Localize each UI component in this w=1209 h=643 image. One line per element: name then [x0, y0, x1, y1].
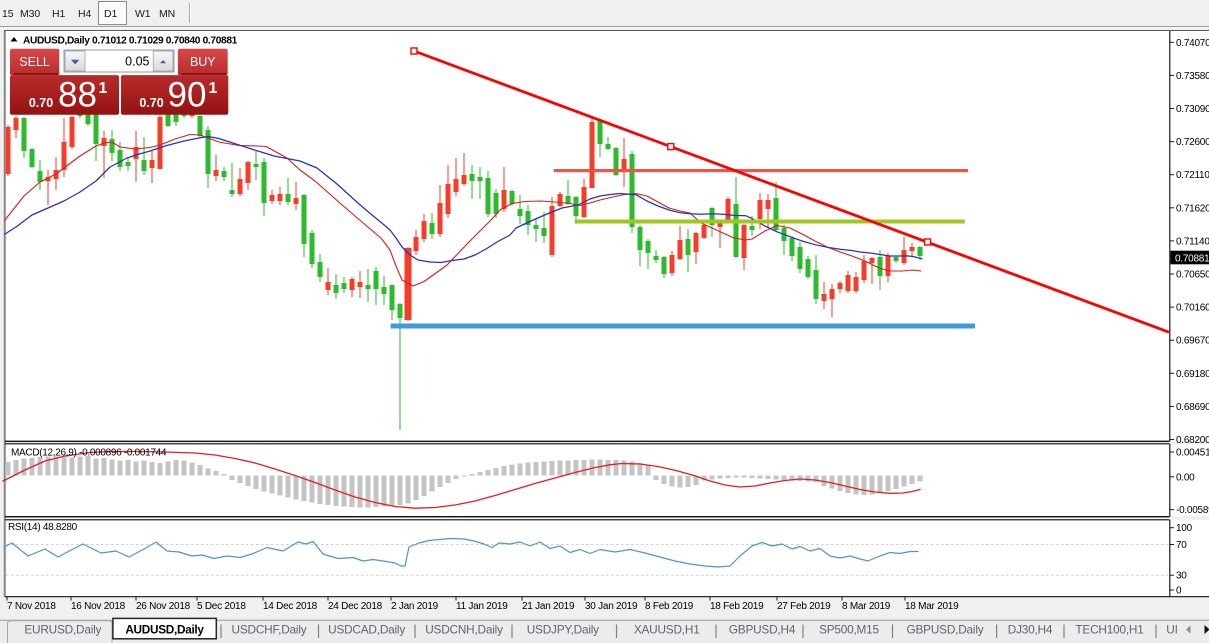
svg-text:0.74070: 0.74070 — [1176, 38, 1209, 49]
svg-text:24 Dec 2018: 24 Dec 2018 — [328, 601, 383, 612]
svg-text:GBPUSD,Daily: GBPUSD,Daily — [907, 622, 984, 636]
svg-text:0.70160: 0.70160 — [1176, 303, 1209, 314]
svg-text:AUDUSD,Daily: AUDUSD,Daily — [125, 622, 204, 636]
svg-text:UI: UI — [1166, 622, 1177, 636]
svg-text:MACD(12,26,9) -0.000896 -0.001: MACD(12,26,9) -0.000896 -0.001744 — [11, 448, 167, 459]
svg-text:0.72110: 0.72110 — [1176, 170, 1209, 181]
svg-text:8 Mar 2019: 8 Mar 2019 — [842, 601, 891, 612]
svg-text:H4: H4 — [78, 8, 91, 20]
svg-text:EURUSD,Daily: EURUSD,Daily — [24, 622, 101, 636]
svg-text:MN: MN — [159, 8, 175, 20]
svg-text:8 Feb 2019: 8 Feb 2019 — [645, 601, 694, 612]
svg-text:USDCHF,Daily: USDCHF,Daily — [232, 622, 307, 636]
svg-text:7 Nov 2018: 7 Nov 2018 — [7, 601, 56, 612]
svg-text:SELL: SELL — [19, 55, 50, 69]
svg-text:100: 100 — [1176, 523, 1193, 534]
svg-text:USDCNH,Daily: USDCNH,Daily — [425, 622, 503, 636]
svg-text:1: 1 — [99, 80, 108, 97]
svg-text:0.72600: 0.72600 — [1176, 137, 1209, 148]
svg-text:RSI(14) 48.8280: RSI(14) 48.8280 — [8, 522, 78, 533]
svg-text:15: 15 — [2, 8, 14, 20]
svg-text:11 Jan 2019: 11 Jan 2019 — [456, 601, 508, 612]
svg-text:16 Nov 2018: 16 Nov 2018 — [71, 601, 126, 612]
svg-text:14 Dec 2018: 14 Dec 2018 — [263, 601, 318, 612]
svg-text:18 Feb 2019: 18 Feb 2019 — [710, 601, 764, 612]
svg-text:AUDUSD,Daily 0.71012 0.71029: AUDUSD,Daily 0.71012 0.71029 0.70840 0.7… — [23, 36, 238, 47]
svg-text:18 Mar 2019: 18 Mar 2019 — [905, 601, 959, 612]
svg-text:1: 1 — [209, 80, 218, 97]
svg-text:0: 0 — [1176, 586, 1182, 597]
svg-text:0.70650: 0.70650 — [1176, 270, 1209, 281]
svg-text:M30: M30 — [20, 8, 40, 20]
svg-text:H1: H1 — [52, 8, 65, 20]
svg-text:W1: W1 — [135, 8, 151, 20]
svg-text:90: 90 — [168, 76, 207, 115]
svg-text:0.00: 0.00 — [1176, 472, 1195, 483]
svg-text:0.69180: 0.69180 — [1176, 369, 1209, 380]
svg-text:30: 30 — [1176, 571, 1187, 582]
svg-text:2 Jan 2019: 2 Jan 2019 — [391, 601, 439, 612]
svg-text:GBPUSD,H4: GBPUSD,H4 — [729, 622, 796, 636]
svg-text:SP500,M15: SP500,M15 — [819, 622, 879, 636]
svg-text:0.73090: 0.73090 — [1176, 104, 1209, 115]
svg-text:0.71620: 0.71620 — [1176, 203, 1209, 214]
svg-text:USDJPY,Daily: USDJPY,Daily — [527, 622, 599, 636]
svg-text:21 Jan 2019: 21 Jan 2019 — [522, 601, 575, 612]
svg-text:0.70: 0.70 — [139, 96, 163, 110]
svg-text:0.68200: 0.68200 — [1176, 435, 1209, 446]
svg-text:0.71140: 0.71140 — [1176, 236, 1209, 247]
svg-text:D1: D1 — [104, 8, 117, 20]
svg-text:BUY: BUY — [190, 55, 216, 69]
svg-text:26 Nov 2018: 26 Nov 2018 — [136, 601, 191, 612]
svg-text:0.004517: 0.004517 — [1176, 448, 1209, 459]
svg-text:TECH100,H1: TECH100,H1 — [1075, 622, 1143, 636]
svg-text:30 Jan 2019: 30 Jan 2019 — [585, 601, 638, 612]
svg-text:0.73580: 0.73580 — [1176, 71, 1209, 82]
svg-text:0.68690: 0.68690 — [1176, 402, 1209, 413]
svg-text:5 Dec 2018: 5 Dec 2018 — [197, 601, 246, 612]
svg-text:0.70881: 0.70881 — [1175, 253, 1209, 264]
svg-text:-0.00589: -0.00589 — [1176, 505, 1209, 516]
svg-text:88: 88 — [58, 76, 97, 115]
svg-text:USDCAD,Daily: USDCAD,Daily — [328, 622, 405, 636]
svg-text:0.70: 0.70 — [29, 96, 53, 110]
svg-text:XAUUSD,H1: XAUUSD,H1 — [634, 622, 700, 636]
svg-text:27 Feb 2019: 27 Feb 2019 — [777, 601, 831, 612]
svg-text:70: 70 — [1176, 540, 1187, 551]
svg-text:0.69670: 0.69670 — [1176, 336, 1209, 347]
svg-text:DJ30,H4: DJ30,H4 — [1008, 622, 1053, 636]
svg-text:0.05: 0.05 — [125, 55, 149, 69]
